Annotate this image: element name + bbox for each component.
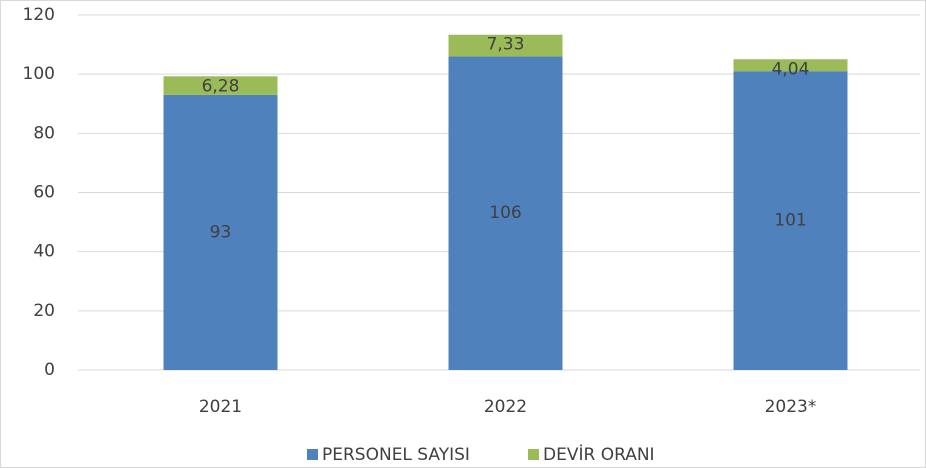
y-tick-label: 40 [33,242,55,262]
y-tick-label: 20 [33,301,55,321]
y-tick-label: 0 [44,360,55,380]
legend-swatch [528,449,539,460]
x-tick-label: 2022 [484,397,527,417]
legend-label: PERSONEL SAYISI [322,445,470,465]
y-tick-label: 60 [33,183,55,203]
bar-segment [448,34,563,57]
legend-label: DEVİR ORANI [543,444,655,465]
y-tick-label: 120 [23,5,55,25]
data-label: 106 [489,203,521,223]
legend-swatch [307,449,318,460]
y-tick-label: 100 [23,64,55,84]
bar-segment [448,56,563,371]
y-tick-label: 80 [33,123,55,143]
x-tick-label: 2021 [199,397,242,417]
data-label: 93 [210,222,232,242]
x-tick-label: 2023* [765,397,817,417]
data-label: 4,04 [772,59,810,79]
data-label: 7,33 [487,35,525,55]
bar-segment [733,59,848,72]
bar-segment [733,71,848,370]
bar-segment [163,94,278,370]
bar-segment [163,76,278,95]
data-label: 6,28 [202,76,240,96]
data-label: 101 [774,211,806,231]
